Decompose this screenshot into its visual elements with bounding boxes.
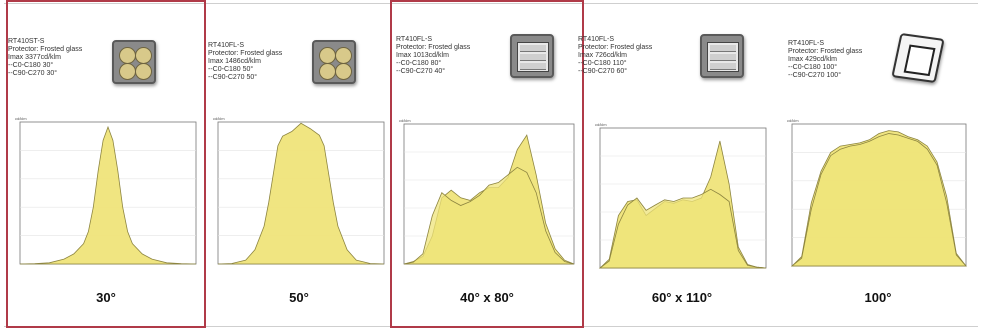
beam-angle-label: 40° x 80°	[460, 290, 514, 305]
luminaire-info: RT410FL-S Protector: Frosted glass Imax …	[396, 36, 471, 75]
intensity-chart: cd/klm	[213, 116, 385, 265]
luminaire-thumbnail-icon	[510, 34, 554, 78]
intensity-series-2	[598, 188, 767, 269]
intensity-series-1	[19, 125, 197, 265]
beam-angle-label: 100°	[864, 290, 892, 305]
luminaire-thumbnail-icon	[112, 40, 156, 84]
luminaire-info: RT410FL-S Protector: Frosted glass Imax …	[578, 36, 653, 75]
luminaire-thumbnail-icon	[312, 40, 356, 84]
luminaire-info: RT410FL-S Protector: Frosted glass Imax …	[788, 40, 863, 79]
highlight-box-40x80	[390, 0, 584, 328]
luminaire-thumbnail-icon	[891, 32, 945, 84]
luminaire-info: RT410ST-S Protector: Frosted glass Imax …	[8, 38, 83, 77]
y-axis-label: cd/klm	[213, 116, 225, 121]
y-axis-label: cd/klm	[399, 118, 411, 123]
beam-angle-label: 30°	[96, 290, 116, 305]
luminaire-thumbnail-icon	[700, 34, 744, 78]
intensity-chart: cd/klm	[15, 116, 197, 265]
intensity-chart: cd/klm	[595, 122, 767, 269]
y-axis-label: cd/klm	[15, 116, 27, 121]
luminaire-info: RT410FL-S Protector: Frosted glass Imax …	[208, 42, 283, 81]
highlight-box-30	[6, 0, 206, 328]
intensity-chart: cd/klm	[787, 118, 967, 267]
y-axis-label: cd/klm	[787, 118, 799, 123]
beam-angle-label: 50°	[289, 290, 309, 305]
y-axis-label: cd/klm	[595, 122, 607, 127]
intensity-series-2	[403, 166, 575, 265]
beam-angle-label: 60° x 110°	[651, 290, 713, 305]
intensity-chart: cd/klm	[399, 118, 575, 265]
intensity-series-1	[217, 122, 385, 265]
intensity-series-2	[790, 133, 967, 267]
